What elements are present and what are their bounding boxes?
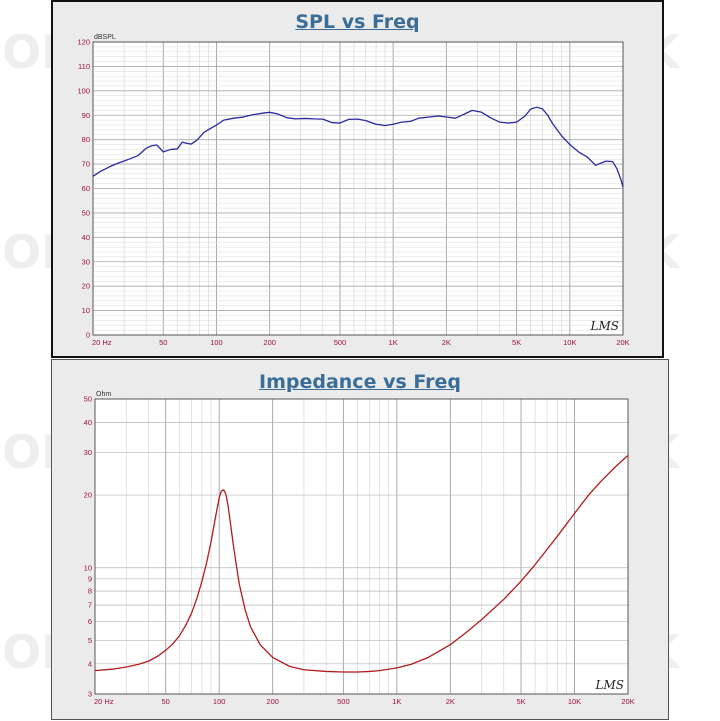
x-tick-label: 2K [442, 338, 451, 347]
y-axis-label: Ohm [96, 391, 111, 398]
x-tick-label: 100 [213, 697, 226, 706]
y-tick-label: 30 [82, 257, 90, 266]
x-tick-label: 200 [266, 697, 279, 706]
y-tick-label: 120 [77, 38, 90, 47]
x-tick-label: 100 [210, 338, 223, 347]
grid [94, 398, 629, 695]
y-tick-label: 7 [88, 601, 92, 610]
y-axis-label: dBSPL [94, 34, 116, 41]
y-tick-label: 70 [82, 160, 90, 169]
y-tick-label: 40 [82, 233, 90, 242]
grid [92, 41, 624, 336]
x-tick-label: 500 [334, 338, 347, 347]
y-tick-label: 20 [82, 282, 90, 291]
spl-chart: 0 10 20 30 40 50 60 70 80 90 100 110 120 dBSPL 20 Hz 50… [77, 34, 629, 347]
x-tick-label: 10K [568, 697, 581, 706]
impedance-chart-title: Impedance vs Freq [259, 371, 461, 393]
x-tick-label: 50 [159, 338, 167, 347]
plot-area [95, 399, 628, 694]
lms-signature: LMS [590, 319, 619, 333]
impedance-chart: 3 4 5 6 7 8 9 10 20 30 40 50 Ohm 20 Hz 50 100 200 500 1K 2K… [84, 391, 635, 706]
y-tick-label: 3 [88, 690, 92, 699]
y-tick-label: 8 [88, 587, 92, 596]
y-tick-label: 30 [84, 448, 92, 457]
y-tick-label: 0 [86, 331, 90, 340]
series-line [94, 454, 629, 673]
y-tick-label: 6 [88, 617, 92, 626]
x-tick-label: 20K [616, 338, 629, 347]
y-tick-label: 80 [82, 135, 90, 144]
x-tick-label: 20 Hz [94, 697, 114, 706]
y-tick-label: 10 [84, 563, 92, 572]
x-tick-label: 5K [516, 697, 525, 706]
x-tick-label: 10K [563, 338, 576, 347]
x-tick-label: 50 [162, 697, 170, 706]
x-tick-label: 500 [337, 697, 350, 706]
plot-frame [92, 41, 624, 336]
y-tick-label: 90 [82, 111, 90, 120]
x-tick-label: 1K [392, 697, 401, 706]
y-tick-label: 50 [82, 208, 90, 217]
plot-frame [94, 398, 629, 695]
y-tick-label: 100 [77, 86, 90, 95]
y-tick-label: 50 [84, 395, 92, 404]
spl-chart-title: SPL vs Freq [295, 11, 420, 33]
x-tick-label: 1K [389, 338, 398, 347]
y-tick-label: 110 [78, 62, 90, 71]
y-tick-label: 20 [84, 491, 92, 500]
x-tick-label: 2K [446, 697, 455, 706]
spl-chart-panel: SPL vs Freq 0 10 20 30 40 50 60 70 80 90 100 110 120… [51, 0, 664, 358]
y-tick-label: 10 [82, 306, 90, 315]
series-line [92, 106, 624, 188]
x-tick-label: 20 Hz [92, 338, 112, 347]
y-tick-label: 9 [88, 574, 92, 583]
lms-signature: LMS [595, 678, 624, 692]
x-tick-label: 200 [263, 338, 276, 347]
x-tick-label: 5K [512, 338, 521, 347]
y-tick-label: 60 [82, 184, 90, 193]
y-tick-label: 4 [88, 659, 92, 668]
y-tick-label: 40 [84, 418, 92, 427]
x-tick-label: 20K [621, 697, 634, 706]
impedance-chart-panel: Impedance vs Freq 3 4 5 6 7 8 9 10 20 30 40 50 Ohm 20… [51, 359, 669, 720]
y-tick-label: 5 [88, 636, 92, 645]
